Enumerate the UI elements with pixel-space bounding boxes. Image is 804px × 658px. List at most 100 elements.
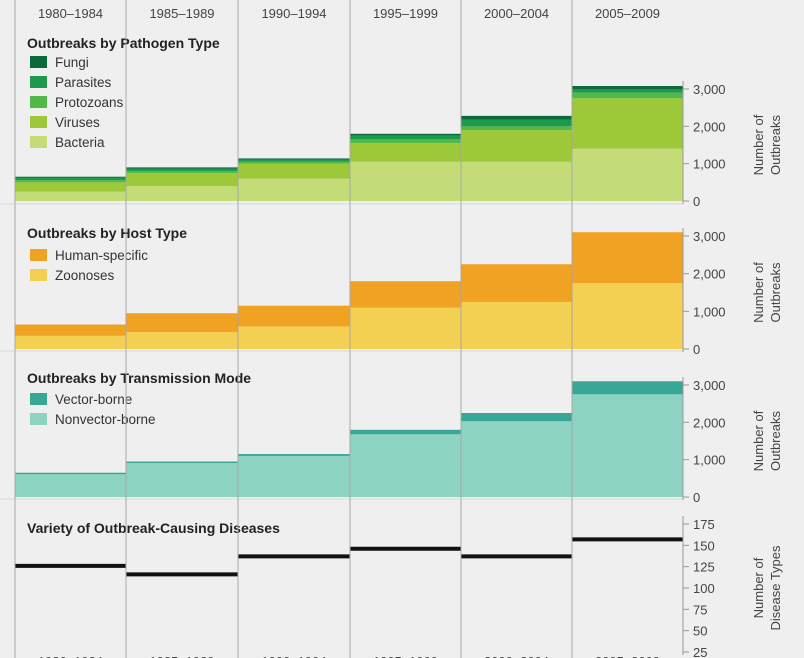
bar-segment-vector-borne <box>238 454 350 456</box>
y-tick-label: 50 <box>693 624 707 639</box>
bar-segment-zoonoses <box>350 307 461 349</box>
legend-label: Human-specific <box>55 248 148 263</box>
x-category-label-top: 1995–1999 <box>373 6 438 21</box>
y-tick-label: 3,000 <box>693 82 726 97</box>
legend-label: Viruses <box>55 115 100 130</box>
label-bg <box>464 0 569 24</box>
bar-segment-bacteria <box>126 186 238 201</box>
bar-segment-human-specific <box>572 232 683 284</box>
bar-segment-nonvector-borne <box>461 421 572 497</box>
bar-segment-viruses <box>461 130 572 162</box>
x-category-label-bottom: 1985–1989 <box>149 654 214 658</box>
bar-segment-protozoans <box>238 161 350 164</box>
y-axis-label: Number of <box>751 114 766 175</box>
bar-segment-vector-borne <box>350 429 461 435</box>
label-bg <box>241 0 347 24</box>
y-axis-label: Outbreaks <box>768 115 783 175</box>
bar-segment-zoonoses <box>126 332 238 349</box>
bar-segment-viruses <box>350 143 461 162</box>
y-tick-label: 175 <box>693 517 715 532</box>
bar-segment-human-specific <box>238 305 350 327</box>
bar-segment-viruses <box>126 173 238 187</box>
panel-title: Variety of Outbreak-Causing Diseases <box>27 520 280 536</box>
x-category-label-top: 2005–2009 <box>595 6 660 21</box>
y-tick-label: 1,000 <box>693 304 726 319</box>
bar-segment-human-specific <box>461 264 572 302</box>
bar-segment-human-specific <box>350 281 461 308</box>
x-category-label-bottom: 2000–2004 <box>484 654 549 658</box>
legend-swatch <box>30 116 47 128</box>
bar-segment-protozoans <box>461 126 572 131</box>
legend-swatch <box>30 249 47 261</box>
bar-segment-human-specific <box>15 324 126 336</box>
bar-segment-bacteria <box>350 161 461 201</box>
panel-3: Outbreaks by Transmission Mode Vector-bor… <box>15 370 783 505</box>
legend-label: Nonvector-borne <box>55 412 156 427</box>
x-category-label-top: 1985–1989 <box>149 6 214 21</box>
bar-segment-nonvector-borne <box>126 463 238 497</box>
panel-1: Outbreaks by Pathogen Type Fungi Parasites… <box>15 35 783 209</box>
bar-segment-nonvector-borne <box>238 455 350 497</box>
bar-segment-parasites <box>15 177 126 181</box>
legend-label: Parasites <box>55 75 112 90</box>
legend-label: Vector-borne <box>55 392 132 407</box>
bar-segment-parasites <box>238 159 350 162</box>
legend-label: Protozoans <box>55 95 124 110</box>
bar-segment-zoonoses <box>461 301 572 349</box>
bar-segment-protozoans <box>15 180 126 183</box>
bar-segment-viruses <box>238 163 350 179</box>
bar-segment-fungi <box>461 115 572 120</box>
bar-segment-fungi <box>126 167 238 169</box>
legend-swatch <box>30 136 47 148</box>
bar-segment-vector-borne <box>572 381 683 395</box>
x-category-label-top: 1980–1984 <box>38 6 103 21</box>
y-axis-label: Disease Types <box>768 545 783 631</box>
x-category-label-bottom: 2005–2009 <box>595 654 660 658</box>
bar-segment-protozoans <box>350 139 461 144</box>
bar-segment-fungi <box>350 133 461 136</box>
bar-segment-vector-borne <box>15 472 126 475</box>
panel-4: Variety of Outbreak-Causing Diseases 25 50… <box>15 516 783 658</box>
bar-segment-vector-borne <box>126 461 238 464</box>
panel-title: Outbreaks by Transmission Mode <box>27 370 251 386</box>
y-tick-label: 2,000 <box>693 415 726 430</box>
y-tick-label: 3,000 <box>693 229 726 244</box>
bar-segment-parasites <box>350 135 461 140</box>
bar-segment-fungi <box>15 176 126 178</box>
y-tick-label: 2,000 <box>693 119 726 134</box>
bar-segment-bacteria <box>461 161 572 201</box>
y-axis-label: Outbreaks <box>768 411 783 471</box>
y-tick-label: 0 <box>693 342 700 357</box>
legend-swatch <box>30 96 47 108</box>
label-bg <box>575 0 680 24</box>
bar-segment-human-specific <box>126 313 238 333</box>
bar-segment-nonvector-borne <box>572 394 683 497</box>
y-tick-label: 100 <box>693 581 715 596</box>
legend-label: Zoonoses <box>55 268 115 283</box>
x-category-label-top: 2000–2004 <box>484 6 549 21</box>
y-tick-label: 150 <box>693 538 715 553</box>
y-tick-label: 75 <box>693 602 707 617</box>
panel-title: Outbreaks by Host Type <box>27 225 187 241</box>
bar-segment-protozoans <box>126 171 238 173</box>
y-tick-label: 1,000 <box>693 453 726 468</box>
bar-segment-protozoans <box>572 92 683 99</box>
bar-segment-fungi <box>572 86 683 89</box>
bar-segment-viruses <box>15 182 126 192</box>
y-tick-label: 0 <box>693 490 700 505</box>
x-category-label-bottom: 1995–1999 <box>373 654 438 658</box>
y-axis-label: Outbreaks <box>768 262 783 322</box>
bar-segment-zoonoses <box>15 335 126 349</box>
bar-segment-bacteria <box>238 178 350 201</box>
bar-segment-fungi <box>238 158 350 160</box>
y-tick-label: 3,000 <box>693 378 726 393</box>
bar-segment-viruses <box>572 98 683 149</box>
bar-segment-bacteria <box>572 148 683 201</box>
legend-swatch <box>30 413 47 425</box>
panel-title: Outbreaks by Pathogen Type <box>27 35 220 51</box>
x-category-label-bottom: 1980–1984 <box>38 654 103 658</box>
x-category-label-bottom: 1990–1994 <box>261 654 326 658</box>
bar-segment-nonvector-borne <box>350 434 461 497</box>
y-tick-label: 125 <box>693 560 715 575</box>
